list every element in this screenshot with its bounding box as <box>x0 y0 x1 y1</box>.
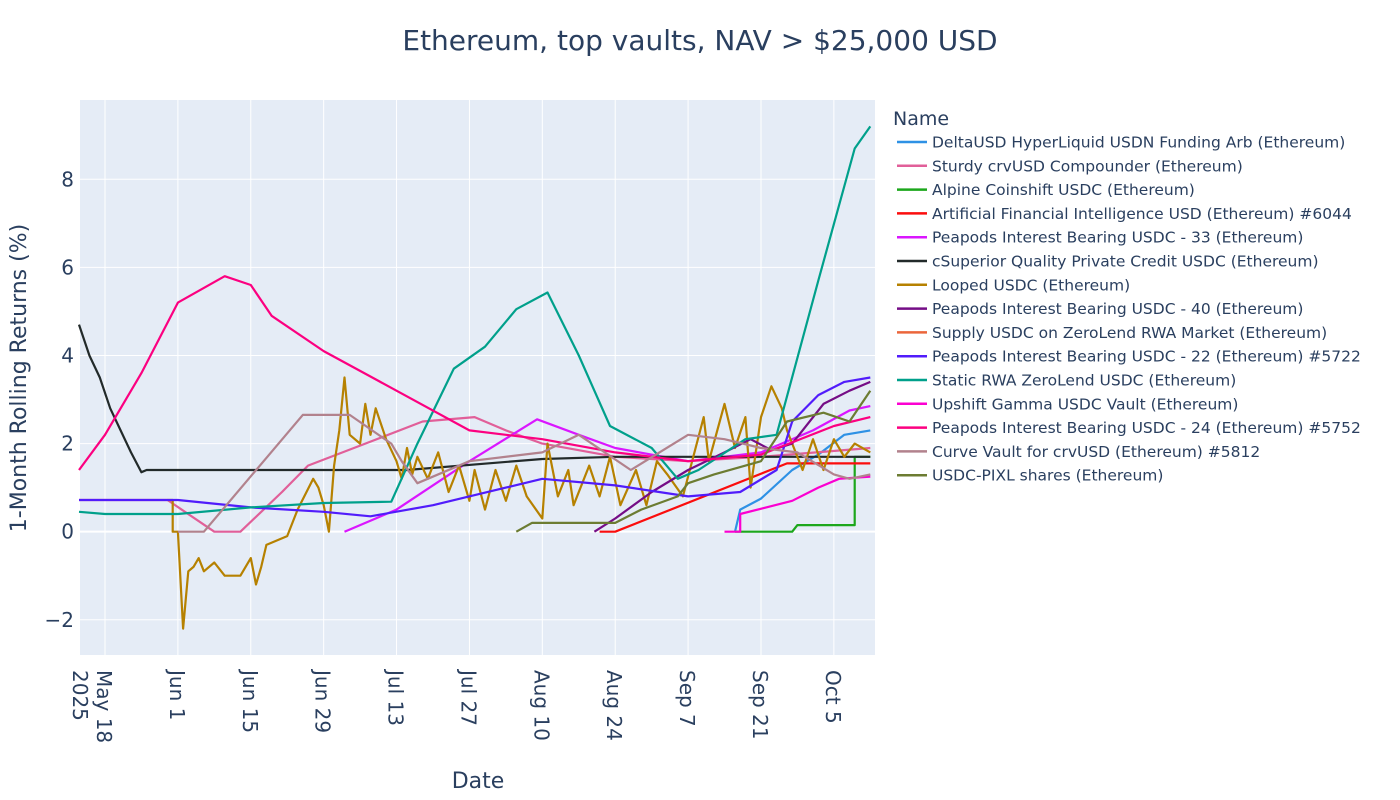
x-tick-label: Jun 15 <box>238 668 262 733</box>
legend-label: Supply USDC on ZeroLend RWA Market (Ethe… <box>932 324 1327 342</box>
legend-label: Alpine Coinshift USDC (Ethereum) <box>932 181 1195 199</box>
plot-area[interactable] <box>80 100 875 655</box>
y-tick-label: 4 <box>61 343 74 367</box>
legend-item[interactable]: Alpine Coinshift USDC (Ethereum) <box>897 181 1195 199</box>
series-line-13 <box>78 275 871 471</box>
x-tick-label: Sep 7 <box>675 670 699 727</box>
y-tick-label: 0 <box>61 520 74 544</box>
legend-label: Peapods Interest Bearing USDC - 24 (Ethe… <box>932 419 1361 437</box>
y-tick-label: −2 <box>45 608 74 632</box>
legend-label: DeltaUSD HyperLiquid USDN Funding Arb (E… <box>932 134 1345 152</box>
x-tick-label: Sep 21 <box>748 670 772 740</box>
x-tick-label: Jul 27 <box>456 668 480 726</box>
x-tick-label: Aug 24 <box>602 670 626 741</box>
series-line-1 <box>733 429 871 532</box>
x-tick-label: Jun 1 <box>165 668 189 720</box>
x-tick-label: Oct 5 <box>821 670 845 724</box>
legend-label: cSuperior Quality Private Credit USDC (E… <box>932 253 1319 271</box>
y-axis-label: 1-Month Rolling Returns (%) <box>7 224 32 532</box>
legend-label: USDC-PIXL shares (Ethereum) <box>932 467 1163 485</box>
x-tick-label: May 18 <box>92 670 116 743</box>
x-tick-sublabel: 2025 <box>68 670 92 721</box>
series-line-14 <box>177 413 871 533</box>
legend-label: Sturdy crvUSD Compounder (Ethereum) <box>932 157 1243 175</box>
legend-label: Peapods Interest Bearing USDC - 33 (Ethe… <box>932 229 1303 247</box>
x-tick-label: Jun 29 <box>311 668 335 733</box>
legend: DeltaUSD HyperLiquid USDN Funding Arb (E… <box>897 134 1361 485</box>
legend-label: Looped USDC (Ethereum) <box>932 276 1130 294</box>
y-tick-label: 2 <box>61 432 74 456</box>
legend-label: Upshift Gamma USDC Vault (Ethereum) <box>932 395 1238 413</box>
legend-item[interactable]: Supply USDC on ZeroLend RWA Market (Ethe… <box>897 324 1327 342</box>
legend-label: Static RWA ZeroLend USDC (Ethereum) <box>932 372 1236 390</box>
legend-item[interactable]: Curve Vault for crvUSD (Ethereum) #5812 <box>897 443 1260 461</box>
series-line-12 <box>724 475 871 533</box>
series-line-11 <box>78 125 872 516</box>
legend-item[interactable]: cSuperior Quality Private Credit USDC (E… <box>897 253 1319 271</box>
series-line-6 <box>77 324 871 474</box>
legend-item[interactable]: Looped USDC (Ethereum) <box>897 276 1130 294</box>
x-tick-label: Jul 13 <box>384 668 408 726</box>
legend-item[interactable]: Static RWA ZeroLend USDC (Ethereum) <box>897 372 1236 390</box>
legend-label: Peapods Interest Bearing USDC - 22 (Ethe… <box>932 348 1361 366</box>
legend-item[interactable]: Upshift Gamma USDC Vault (Ethereum) <box>897 395 1238 413</box>
legend-item[interactable]: USDC-PIXL shares (Ethereum) <box>897 467 1163 485</box>
legend-label: Artificial Financial Intelligence USD (E… <box>932 205 1352 223</box>
legend-title: Name <box>893 108 949 130</box>
legend-label: Curve Vault for crvUSD (Ethereum) #5812 <box>932 443 1260 461</box>
legend-label: Peapods Interest Bearing USDC - 40 (Ethe… <box>932 300 1303 318</box>
y-axis-ticks: −2 0 2 4 6 8 <box>45 167 74 631</box>
series-line-15 <box>515 390 872 533</box>
x-axis-label: Date <box>452 769 505 794</box>
legend-item[interactable]: DeltaUSD HyperLiquid USDN Funding Arb (E… <box>897 134 1345 152</box>
x-tick-label: Aug 10 <box>529 670 553 741</box>
chart-title: Ethereum, top vaults, NAV > $25,000 USD <box>402 24 997 57</box>
y-tick-label: 8 <box>61 167 74 191</box>
series-line-4 <box>599 462 871 533</box>
legend-item[interactable]: Artificial Financial Intelligence USD (E… <box>897 205 1352 223</box>
series-line-10 <box>79 376 871 518</box>
legend-item[interactable]: Peapods Interest Bearing USDC - 40 (Ethe… <box>897 300 1303 318</box>
series-lines <box>77 125 872 630</box>
legend-item[interactable]: Peapods Interest Bearing USDC - 24 (Ethe… <box>897 419 1361 437</box>
y-tick-label: 6 <box>61 255 74 279</box>
series-line-2 <box>79 416 871 533</box>
legend-item[interactable]: Peapods Interest Bearing USDC - 22 (Ethe… <box>897 348 1361 366</box>
legend-item[interactable]: Peapods Interest Bearing USDC - 33 (Ethe… <box>897 229 1303 247</box>
legend-item[interactable]: Sturdy crvUSD Compounder (Ethereum) <box>897 157 1243 175</box>
